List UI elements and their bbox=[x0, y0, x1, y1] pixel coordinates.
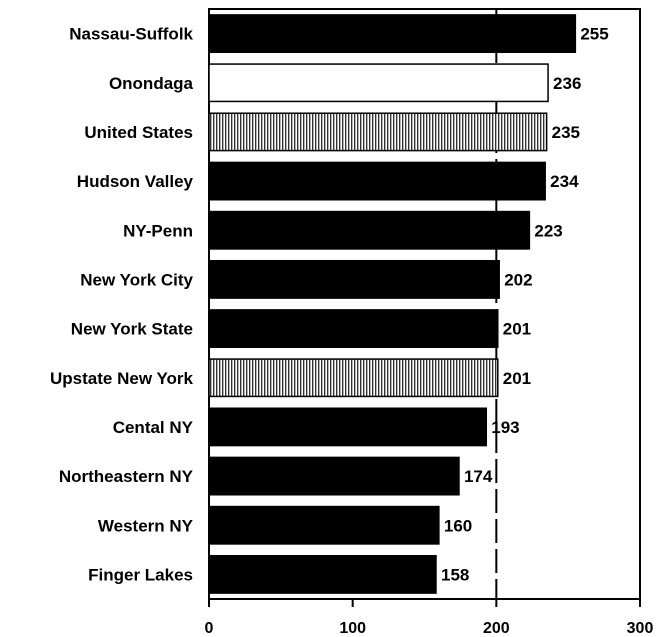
bar bbox=[208, 161, 546, 201]
bar-value-label: 174 bbox=[464, 467, 493, 486]
category-label: Onondaga bbox=[109, 74, 194, 93]
bar bbox=[208, 259, 500, 299]
category-label: NY-Penn bbox=[123, 221, 193, 240]
x-tick-label: 100 bbox=[339, 620, 366, 637]
bar-value-label: 234 bbox=[550, 172, 579, 191]
category-label: Hudson Valley bbox=[77, 172, 194, 191]
x-tick-label: 0 bbox=[205, 620, 214, 637]
bar bbox=[208, 309, 499, 349]
bar bbox=[208, 505, 440, 545]
category-label: New York State bbox=[71, 320, 193, 339]
bar-value-label: 158 bbox=[441, 565, 469, 584]
plot-frame bbox=[208, 8, 641, 600]
x-tick-label: 200 bbox=[483, 620, 510, 637]
category-label: Western NY bbox=[98, 516, 194, 535]
bar bbox=[208, 63, 549, 103]
bar bbox=[208, 210, 531, 250]
x-axis: 0 100 200 300 bbox=[205, 599, 654, 637]
category-label: Cental NY bbox=[113, 418, 194, 437]
category-label: New York City bbox=[80, 270, 193, 289]
category-label: United States bbox=[84, 123, 193, 142]
bar bbox=[208, 14, 577, 54]
bar-value-label: 201 bbox=[503, 369, 531, 388]
chart-marks: 255 Nassau-Suffolk 236 Onondaga 235 United St… bbox=[50, 9, 609, 599]
bar-value-label: 193 bbox=[491, 418, 519, 437]
bar bbox=[208, 456, 460, 496]
bar bbox=[208, 554, 437, 594]
bar-value-label: 235 bbox=[552, 123, 580, 142]
category-label: Finger Lakes bbox=[88, 565, 193, 584]
bar bbox=[208, 407, 488, 447]
bar-value-label: 223 bbox=[534, 221, 562, 240]
bar bbox=[208, 358, 499, 398]
bar-value-label: 255 bbox=[580, 25, 608, 44]
x-tick-label: 300 bbox=[627, 620, 654, 637]
bar-value-label: 202 bbox=[504, 270, 532, 289]
bar bbox=[208, 112, 548, 152]
bar-value-label: 236 bbox=[553, 74, 581, 93]
bar-value-label: 201 bbox=[503, 320, 531, 339]
category-label: Nassau-Suffolk bbox=[69, 25, 193, 44]
bar-value-label: 160 bbox=[444, 516, 472, 535]
category-label: Northeastern NY bbox=[59, 467, 194, 486]
category-label: Upstate New York bbox=[50, 369, 194, 388]
